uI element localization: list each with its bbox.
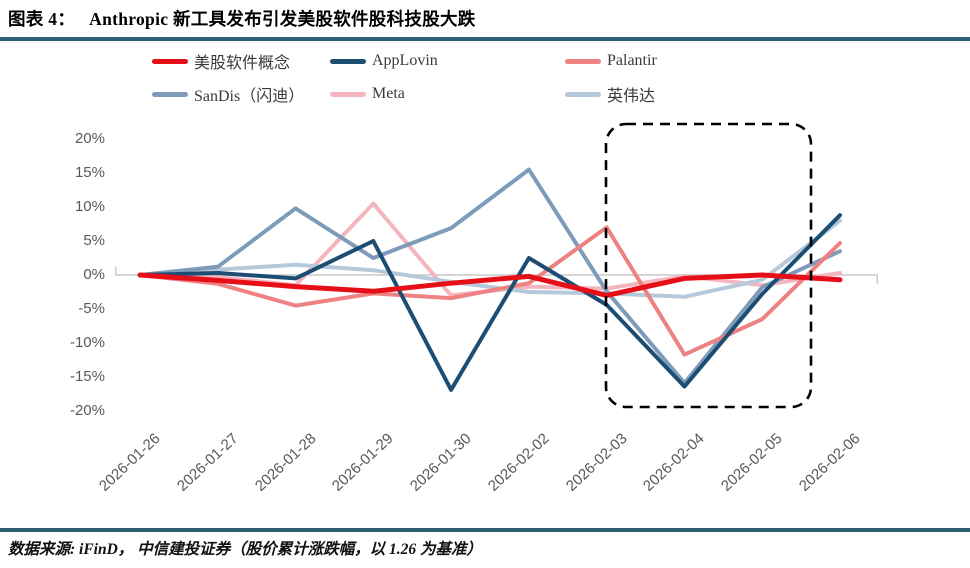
chart-legend: 美股软件概念 AppLovin Palantir SanDis（闪迪） Meta… bbox=[152, 50, 795, 105]
legend-label-us-software: 美股软件概念 bbox=[194, 55, 291, 72]
legend-label-palantir: Palantir bbox=[607, 52, 657, 69]
y-axis-tick-label: -5% bbox=[78, 300, 105, 317]
legend-swatch-palantir bbox=[565, 58, 601, 64]
legend-item-sandisk: SanDis（闪迪） bbox=[152, 83, 330, 105]
y-axis-tick-label: 20% bbox=[74, 130, 105, 147]
legend-swatch-meta bbox=[330, 91, 366, 97]
series-line-Palantir bbox=[138, 225, 842, 357]
y-axis-tick-label: 0% bbox=[83, 266, 105, 283]
y-axis-tick-label: -20% bbox=[69, 402, 105, 419]
y-axis-tick-label: 5% bbox=[83, 232, 105, 249]
y-axis-tick-label: 15% bbox=[74, 164, 105, 181]
legend-label-applovin: AppLovin bbox=[372, 52, 438, 69]
legend-item-nvidia: 英伟达 bbox=[565, 83, 795, 105]
legend-item-meta: Meta bbox=[330, 83, 565, 105]
legend-swatch-applovin bbox=[330, 58, 366, 64]
y-axis-tick-label: -10% bbox=[69, 334, 105, 351]
legend-item-applovin: AppLovin bbox=[330, 50, 565, 72]
series-line-AppLovin bbox=[138, 213, 842, 392]
y-axis-tick-label: 10% bbox=[74, 198, 105, 215]
legend-label-nvidia: 英伟达 bbox=[607, 88, 656, 105]
legend-swatch-sandisk bbox=[152, 91, 188, 97]
legend-swatch-us-software bbox=[152, 58, 188, 64]
legend-item-us-software: 美股软件概念 bbox=[152, 50, 330, 72]
figure-title-row: 图表 4： Anthropic 新工具发布引发美股软件股科技股大跌 bbox=[8, 6, 476, 31]
data-source-note: 数据来源: iFinD， 中信建投证券（股价累计涨跌幅，以 1.26 为基准） bbox=[8, 541, 483, 558]
bottom-divider bbox=[0, 528, 970, 532]
series-layer bbox=[137, 167, 843, 392]
figure-title: Anthropic 新工具发布引发美股软件股科技股大跌 bbox=[89, 9, 476, 29]
legend-label-meta: Meta bbox=[372, 85, 405, 102]
legend-item-palantir: Palantir bbox=[565, 50, 795, 72]
legend-swatch-nvidia bbox=[565, 91, 601, 97]
highlight-dashed-box bbox=[604, 122, 813, 409]
top-divider bbox=[0, 37, 970, 41]
legend-label-sandisk: SanDis（闪迪） bbox=[194, 88, 305, 105]
y-axis-tick-label: -15% bbox=[69, 368, 105, 385]
figure-number-label: 图表 4： bbox=[8, 9, 76, 29]
series-line-美股软件概念 bbox=[137, 272, 843, 298]
series-line-英伟达 bbox=[138, 218, 842, 299]
